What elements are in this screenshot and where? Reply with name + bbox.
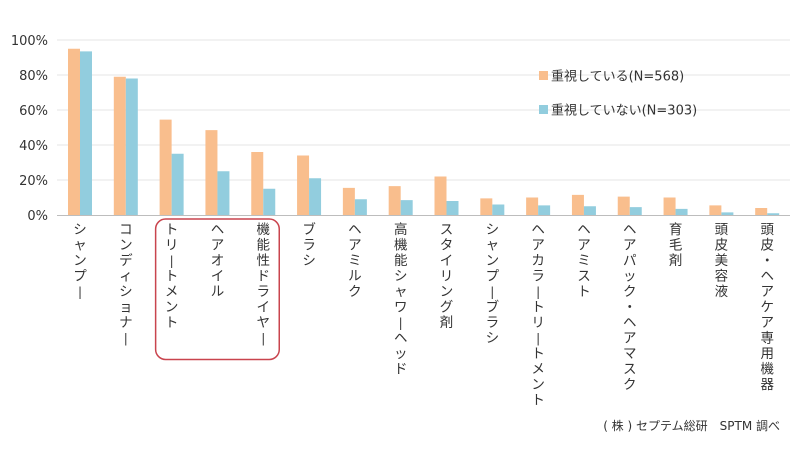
y-tick-label: 40% xyxy=(19,139,48,154)
legend-swatch xyxy=(539,71,548,80)
bar-important xyxy=(113,76,126,215)
y-tick-label: 100% xyxy=(11,34,48,49)
source-note: ( 株 ) セプテム総研 SPTM 調べ xyxy=(603,419,780,433)
bar-not-important xyxy=(263,188,276,215)
bar-not-important xyxy=(675,208,688,215)
bar-important xyxy=(297,155,310,215)
bar-important xyxy=(434,176,447,215)
legend-swatch xyxy=(539,105,548,114)
bars xyxy=(68,48,780,215)
highlight-box xyxy=(154,218,280,361)
x-tick-label: ヘアミスト xyxy=(577,222,591,300)
x-tick-label: スタイリング剤 xyxy=(440,222,454,331)
x-tick-label: ブラシ xyxy=(302,221,316,269)
x-tick-label: ヘアカラ|トリ|トメント xyxy=(531,222,545,409)
x-tick-label: トリ|トメント xyxy=(165,222,179,331)
bar-important xyxy=(205,130,218,215)
bar-not-important xyxy=(125,78,138,215)
x-tick-label: 頭皮・ヘアケア専用機器 xyxy=(760,222,774,393)
bar-not-important xyxy=(217,171,230,215)
bar-important xyxy=(388,186,401,215)
bar-not-important xyxy=(171,153,184,215)
bar-not-important xyxy=(400,200,413,215)
bar-important xyxy=(755,208,768,215)
x-tick-label: ヘアオイル xyxy=(211,222,225,300)
y-tick-label: 60% xyxy=(19,104,48,119)
x-tick-label: シャンプ| xyxy=(73,222,87,299)
bar-important xyxy=(480,198,493,215)
bar-not-important xyxy=(721,212,734,215)
bar-important xyxy=(663,197,676,215)
gridlines xyxy=(57,39,790,181)
x-tick-label: 育毛剤 xyxy=(669,222,683,269)
bar-important xyxy=(342,187,355,215)
bar-important xyxy=(159,119,172,215)
bar-not-important xyxy=(492,204,505,215)
bar-important xyxy=(571,194,584,215)
bar-important xyxy=(617,196,630,215)
bar-not-important xyxy=(767,213,780,215)
x-tick-label: コンディショナ| xyxy=(119,222,133,346)
y-axis-ticks: 0% 20% 40% 60% 80% 100% xyxy=(11,34,48,224)
bar-not-important xyxy=(583,206,596,215)
bar-not-important xyxy=(354,199,367,215)
bar-not-important xyxy=(538,205,551,215)
x-tick-label: 高機能シャワ|ヘッド xyxy=(394,221,408,378)
bar-important xyxy=(68,48,80,215)
legend-label: 重視している(N=568) xyxy=(551,69,684,85)
legend: 重視している(N=568) 重視していない(N=303) xyxy=(539,69,697,119)
y-tick-label: 80% xyxy=(19,69,48,84)
highlight-rect xyxy=(154,218,280,361)
bar-not-important xyxy=(629,207,642,215)
x-tick-label: シャンプ|ブラシ xyxy=(486,222,500,347)
x-tick-label: ヘアパック・ヘアマスク xyxy=(623,222,637,393)
x-tick-label: 頭皮美容液 xyxy=(715,222,729,300)
legend-label: 重視していない(N=303) xyxy=(551,103,697,119)
x-tick-label: 機能性ドライヤ| xyxy=(257,222,271,346)
bar-not-important xyxy=(446,201,459,215)
x-tick-label: ヘアミルク xyxy=(348,222,362,300)
y-tick-label: 20% xyxy=(19,174,48,189)
y-tick-label: 0% xyxy=(27,209,48,224)
bar-not-important xyxy=(80,51,92,215)
bar-important xyxy=(709,205,722,215)
bar-not-important xyxy=(309,178,322,215)
bar-important xyxy=(526,197,539,215)
bar-important xyxy=(251,152,264,215)
x-axis-labels: シャンプ| コンディショナ| トリ|トメント ヘアオイル 機能性ドライヤ| ブラシ ヘアミル… xyxy=(73,221,774,409)
